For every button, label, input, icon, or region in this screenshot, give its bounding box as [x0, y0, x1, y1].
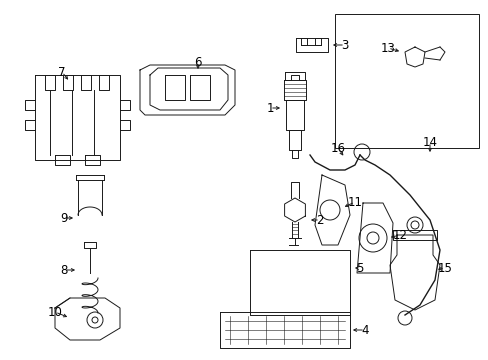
- Text: 16: 16: [330, 141, 345, 154]
- Text: 5: 5: [356, 261, 363, 274]
- Text: 13: 13: [380, 41, 395, 54]
- Text: 9: 9: [60, 212, 68, 225]
- Bar: [334, 14, 478, 148]
- Text: 6: 6: [194, 55, 202, 68]
- Text: 3: 3: [341, 39, 348, 51]
- Text: 8: 8: [60, 264, 67, 276]
- Text: 14: 14: [422, 135, 437, 149]
- Text: 7: 7: [58, 66, 65, 78]
- Text: 1: 1: [265, 102, 273, 114]
- Text: 2: 2: [316, 213, 323, 226]
- Text: 15: 15: [437, 261, 451, 274]
- Text: 12: 12: [392, 229, 407, 242]
- Text: 4: 4: [361, 324, 368, 337]
- Text: 11: 11: [347, 195, 362, 208]
- Text: 10: 10: [47, 306, 62, 319]
